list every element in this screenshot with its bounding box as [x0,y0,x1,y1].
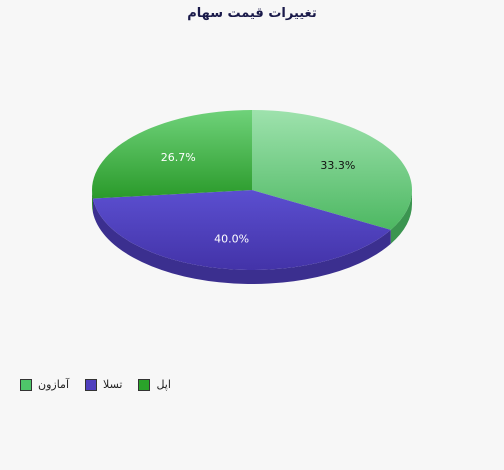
pie-slice-apple[interactable] [92,110,252,199]
slice-label-tesla: 40.0% [214,233,249,246]
pie-slice-tesla[interactable] [92,190,391,271]
legend-swatch [20,378,32,391]
legend-swatch [85,378,98,391]
legend-swatch [138,378,151,391]
legend-label: آمازون [38,378,70,391]
pie-slice-amazon[interactable] [252,110,413,230]
chart-legend: آمازون تسلا اپل [20,378,171,391]
legend-item-tesla[interactable]: تسلا [85,378,122,391]
slice-label-apple: 26.7% [161,151,196,164]
slice-label-amazon: 33.3% [320,159,355,172]
pie-side-amazon [390,190,412,244]
pie-side-apple [92,190,93,213]
legend-item-apple[interactable]: اپل [138,378,171,391]
legend-item-amazon[interactable]: آمازون [20,378,69,391]
legend-label: تسلا [103,378,123,391]
pie-side-tesla [92,198,391,284]
legend-label: اپل [156,378,171,391]
chart-title: تغییرات قیمت سهام [187,6,317,21]
